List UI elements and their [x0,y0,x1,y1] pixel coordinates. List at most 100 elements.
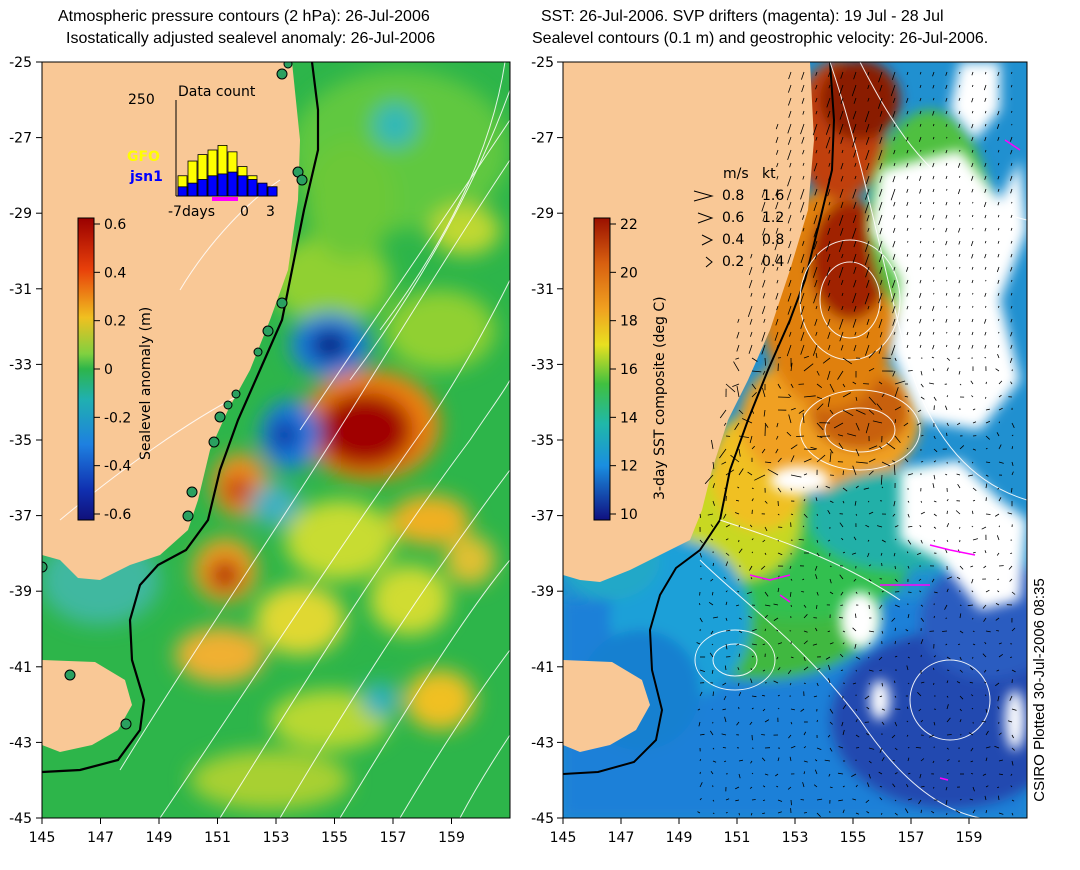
velocity-legend-arrow [693,190,714,202]
velocity-vector [958,318,961,323]
velocity-vector [738,409,744,415]
velocity-vector [933,435,936,439]
lon-tick-label: 159 [438,830,465,846]
velocity-vector [984,253,987,259]
velocity-vector [842,500,845,504]
velocity-vector [748,279,753,289]
velocity-vector [722,682,727,686]
velocity-vector [788,97,792,106]
velocity-vector [985,630,991,633]
velocity-vector [892,240,896,248]
velocity-vector [891,279,896,288]
velocity-vector [800,708,805,712]
velocity-vector [776,279,779,284]
velocity-vector [839,616,844,619]
velocity-vector [787,175,792,187]
velocity-vector [751,445,755,450]
velocity-vector [972,643,976,646]
velocity-vector [852,188,857,199]
velocity-vector [760,565,766,570]
velocity-vector [812,344,818,356]
velocity-vector [813,240,818,250]
velocity-vector [906,214,909,218]
velocity-vector [803,448,816,450]
velocity-vector [892,370,896,377]
velocity-vector [775,123,779,130]
velocity-vector [920,719,923,723]
velocity-vector [864,110,870,123]
velocity-vector [754,474,766,481]
velocity-vector [852,253,857,264]
velocity-vector [787,786,792,790]
velocity-vector [761,201,766,212]
velocity-vector [907,500,910,503]
lat-tick-label: -29 [531,206,554,222]
histogram-bar-jsn1 [217,173,228,197]
velocity-vector [931,356,935,359]
velocity-vector [790,444,798,450]
velocity-vector [959,565,964,570]
velocity-vector [803,771,806,775]
velocity-vector [893,331,896,335]
velocity-vector [751,551,754,554]
velocity-vector [827,188,831,197]
velocity-vector [852,292,857,304]
velocity-vector [750,812,753,816]
velocity-vector [919,71,922,75]
velocity-vector [868,669,874,672]
velocity-legend-ms: 0.8 [722,188,744,204]
velocity-vector [842,785,845,788]
velocity-vector [893,552,896,557]
velocity-vector [984,214,987,219]
velocity-vector [777,383,781,389]
velocity-vector [972,305,974,308]
velocity-vector [787,136,792,145]
velocity-vector [1007,512,1013,515]
velocity-vector [958,331,961,336]
velocity-vector [710,524,714,528]
velocity-vector [959,669,963,673]
velocity-vector [816,539,819,543]
velocity-vector [946,422,949,426]
velocity-vector [725,383,736,393]
velocity-vector [786,188,792,201]
velocity-vector [864,201,870,214]
lon-tick-label: 153 [782,830,809,846]
velocity-vector [852,318,857,328]
velocity-vector [879,695,883,698]
velocity-vector [725,617,728,621]
velocity-vector [802,162,805,166]
velocity-legend-kt: 1.2 [762,210,784,226]
velocity-vector [956,681,961,684]
velocity-vector [984,123,987,127]
velocity-vector [984,162,987,167]
velocity-vector [735,604,740,607]
velocity-vector [919,123,922,127]
velocity-vector [919,175,922,181]
velocity-vector [881,486,884,489]
velocity-vector [723,576,727,580]
velocity-vector [842,630,846,633]
velocity-vector [907,591,912,593]
velocity-vector [840,175,844,182]
velocity-vector [775,136,779,144]
velocity-vector [919,279,922,284]
velocity-vector [881,721,885,725]
velocity-vector [828,344,831,350]
velocity-vector [946,759,950,762]
velocity-vector [851,773,857,777]
velocity-vector [827,279,831,286]
velocity-vector [751,409,755,414]
velocity-vector [816,396,823,400]
velocity-vector [762,539,766,543]
velocity-vector [959,149,961,152]
velocity-vector [932,136,935,140]
velocity-vector [801,136,805,144]
velocity-vector [776,629,779,632]
velocity-vector [788,734,792,739]
velocity-vector [907,746,910,749]
velocity-vector [776,305,779,311]
velocity-vector [997,590,1000,593]
velocity-vector [932,123,935,127]
velocity-vector [751,370,762,373]
